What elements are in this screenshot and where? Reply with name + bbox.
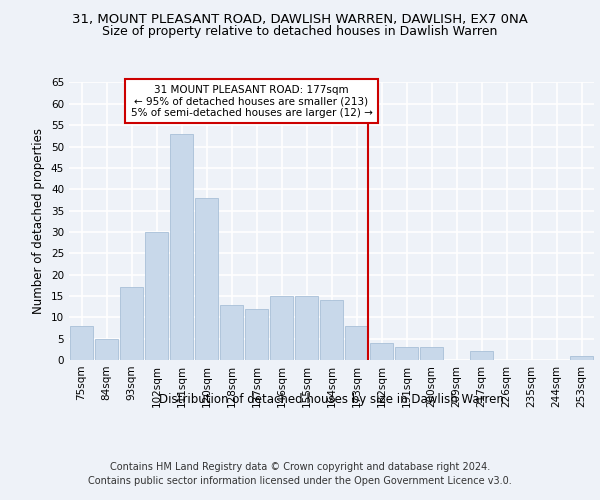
- Text: Distribution of detached houses by size in Dawlish Warren: Distribution of detached houses by size …: [160, 392, 504, 406]
- Y-axis label: Number of detached properties: Number of detached properties: [32, 128, 46, 314]
- Bar: [220, 304, 243, 360]
- Bar: [195, 198, 218, 360]
- Text: Contains HM Land Registry data © Crown copyright and database right 2024.: Contains HM Land Registry data © Crown c…: [110, 462, 490, 472]
- Bar: [370, 343, 393, 360]
- Text: 31 MOUNT PLEASANT ROAD: 177sqm
← 95% of detached houses are smaller (213)
5% of : 31 MOUNT PLEASANT ROAD: 177sqm ← 95% of …: [131, 84, 373, 118]
- Bar: [470, 352, 493, 360]
- Bar: [295, 296, 318, 360]
- Bar: [420, 347, 443, 360]
- Bar: [320, 300, 343, 360]
- Bar: [120, 288, 143, 360]
- Bar: [70, 326, 93, 360]
- Bar: [570, 356, 593, 360]
- Bar: [170, 134, 193, 360]
- Bar: [245, 309, 268, 360]
- Bar: [270, 296, 293, 360]
- Bar: [395, 347, 418, 360]
- Bar: [345, 326, 368, 360]
- Text: Size of property relative to detached houses in Dawlish Warren: Size of property relative to detached ho…: [103, 25, 497, 38]
- Text: Contains public sector information licensed under the Open Government Licence v3: Contains public sector information licen…: [88, 476, 512, 486]
- Text: 31, MOUNT PLEASANT ROAD, DAWLISH WARREN, DAWLISH, EX7 0NA: 31, MOUNT PLEASANT ROAD, DAWLISH WARREN,…: [72, 12, 528, 26]
- Bar: [145, 232, 168, 360]
- Bar: [95, 338, 118, 360]
